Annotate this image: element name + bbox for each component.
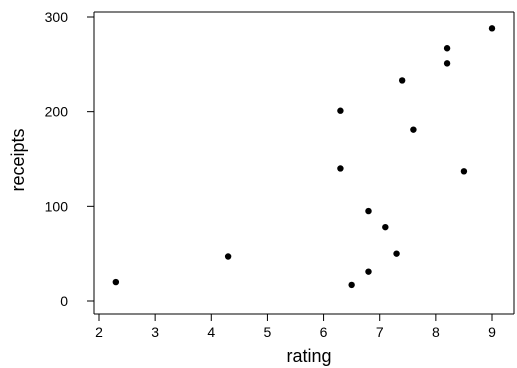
x-tick-label: 6 [320, 324, 328, 340]
x-axis-ticks: 2 3 4 5 6 7 8 9 [95, 314, 496, 340]
x-tick-label: 5 [264, 324, 272, 340]
data-point [365, 207, 372, 215]
x-tick-label: 3 [151, 324, 159, 340]
x-tick-label: 2 [95, 324, 103, 340]
y-tick-label: 200 [45, 104, 69, 120]
x-axis-title: rating [286, 346, 331, 366]
data-point [393, 250, 400, 257]
data-point [382, 223, 389, 231]
x-tick-label: 8 [432, 324, 440, 340]
data-point [337, 107, 344, 114]
x-tick-label: 9 [488, 324, 496, 340]
data-point [398, 77, 406, 84]
data-points [112, 25, 496, 289]
y-tick-label: 0 [60, 293, 68, 309]
data-point [443, 60, 451, 67]
y-tick-label: 300 [45, 9, 69, 25]
y-axis-title: receipts [8, 128, 28, 191]
data-point [337, 165, 344, 172]
x-tick-label: 4 [207, 324, 215, 340]
plot-area [93, 11, 515, 315]
data-point [410, 126, 417, 133]
data-point [112, 278, 120, 286]
data-point [488, 25, 496, 32]
data-point [348, 281, 355, 289]
data-point [443, 45, 451, 52]
y-tick-label: 100 [45, 198, 69, 214]
data-point [460, 168, 468, 175]
y-axis-ticks: 0 100 200 300 [45, 9, 94, 309]
x-tick-label: 7 [376, 324, 384, 340]
data-point [365, 268, 372, 275]
data-point [224, 253, 232, 260]
